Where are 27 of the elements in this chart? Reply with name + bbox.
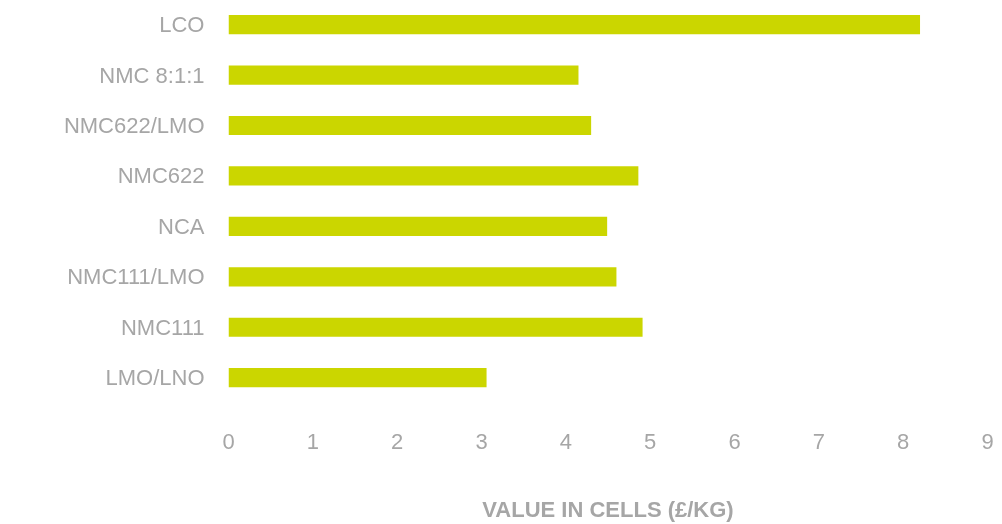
x-tick-label: 6 xyxy=(728,428,741,454)
y-tick-label: NMC622/LMO xyxy=(63,113,205,139)
y-tick-label: LMO/LNO xyxy=(105,365,205,391)
y-tick-label: NMC 8:1:1 xyxy=(99,62,205,88)
x-tick-label: 4 xyxy=(559,428,572,454)
x-tick-label: 8 xyxy=(897,428,910,454)
x-axis-title: VALUE IN CELLS (£/KG) xyxy=(482,496,734,522)
bar xyxy=(228,115,592,136)
y-tick-label: NCA xyxy=(158,213,205,239)
y-tick-label: LCO xyxy=(159,12,205,38)
bar xyxy=(228,216,608,236)
bar xyxy=(228,166,639,186)
y-tick-label: NMC111 xyxy=(120,314,205,340)
x-tick-label: 0 xyxy=(222,428,235,454)
bar xyxy=(228,267,617,287)
bar xyxy=(228,317,643,337)
x-tick-label: 3 xyxy=(475,428,488,454)
y-tick-label: NMC622 xyxy=(117,163,205,189)
x-tick-label: 2 xyxy=(391,428,404,454)
x-tick-label: 7 xyxy=(812,428,825,454)
x-tick-label: 9 xyxy=(981,428,994,454)
bar xyxy=(228,15,921,35)
bar xyxy=(228,368,487,388)
x-tick-label: 1 xyxy=(306,428,319,454)
y-tick-label: NMC111/LMO xyxy=(67,264,205,290)
x-tick-label: 5 xyxy=(644,428,657,454)
bar xyxy=(228,65,579,85)
